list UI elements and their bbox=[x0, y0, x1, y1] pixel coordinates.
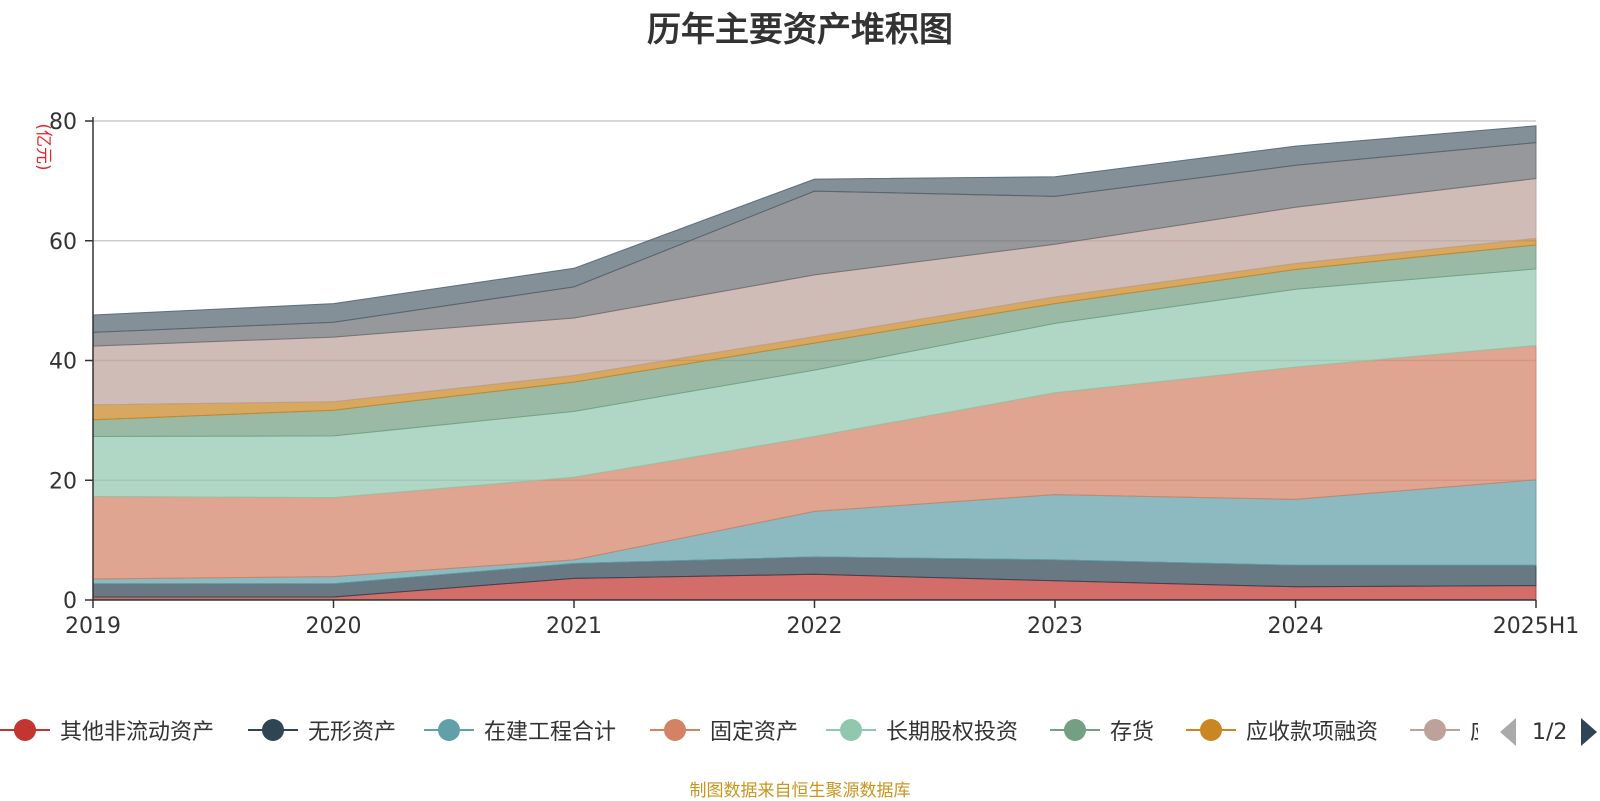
area-series-9 bbox=[92, 125, 1537, 333]
legend-item[interactable]: 其他非流动资产 bbox=[0, 710, 214, 750]
pager-next-arrow-icon[interactable] bbox=[1581, 718, 1598, 746]
area-chart: 0 20 40 60 80 2019 2020 2021 2022 2023 2024 2025H1 (… bbox=[33, 110, 1579, 639]
legend-marker-line bbox=[826, 719, 876, 741]
y-tick-label: 20 bbox=[49, 469, 77, 494]
legend-marker-line bbox=[424, 719, 474, 741]
x-tick-label: 2023 bbox=[1027, 614, 1083, 639]
legend-marker-line bbox=[0, 719, 50, 741]
legend-marker-dot bbox=[438, 719, 460, 741]
y-tick-label: 80 bbox=[49, 110, 77, 135]
legend-label: 固定资产 bbox=[710, 720, 799, 745]
x-tick-label: 2022 bbox=[787, 614, 843, 639]
legend-item[interactable]: 应收账款 bbox=[1410, 710, 1478, 750]
legend-label: 应收款项融资 bbox=[1246, 720, 1379, 745]
legend: 其他非流动资产 无形资产 在建工程合计 固定资产 长期股权投资 存货 应收款项融资 应收账款 bbox=[0, 710, 1478, 750]
x-tick-label: 2025H1 bbox=[1493, 614, 1580, 639]
legend-label: 存货 bbox=[1110, 720, 1155, 745]
chart-title: 历年主要资产堆积图 bbox=[647, 10, 953, 50]
legend-marker-line bbox=[1410, 719, 1460, 741]
y-axis-unit-label: (亿元) bbox=[33, 123, 53, 170]
source-note: 制图数据来自恒生聚源数据库 bbox=[689, 781, 911, 801]
x-tick-label: 2020 bbox=[306, 614, 362, 639]
legend-item[interactable]: 应收款项融资 bbox=[1186, 710, 1378, 750]
legend-marker-dot bbox=[664, 719, 686, 741]
legend-item[interactable]: 固定资产 bbox=[650, 710, 798, 750]
pager-prev-arrow-icon[interactable] bbox=[1500, 718, 1516, 746]
legend-marker-line bbox=[650, 719, 700, 741]
x-tick-label: 2019 bbox=[65, 614, 121, 639]
legend-item[interactable]: 存货 bbox=[1050, 710, 1154, 750]
legend-pager: 1/2 bbox=[1500, 712, 1598, 752]
legend-label: 在建工程合计 bbox=[484, 720, 617, 745]
legend-label: 无形资产 bbox=[308, 720, 397, 745]
legend-marker-dot bbox=[14, 719, 36, 741]
stacked-areas bbox=[92, 125, 1537, 601]
legend-marker-dot bbox=[1424, 719, 1446, 741]
legend-marker-line bbox=[1186, 719, 1236, 741]
legend-label: 其他非流动资产 bbox=[60, 720, 215, 745]
y-tick-label: 40 bbox=[49, 350, 77, 375]
legend-item[interactable]: 无形资产 bbox=[248, 710, 396, 750]
axes: 0 20 40 60 80 2019 2020 2021 2022 2023 2024 2025H1 (… bbox=[33, 110, 1579, 639]
legend-item[interactable]: 在建工程合计 bbox=[424, 710, 616, 750]
y-tick-label: 60 bbox=[49, 230, 77, 255]
y-tick-label: 0 bbox=[63, 589, 77, 614]
pager-page-indicator: 1/2 bbox=[1532, 719, 1568, 745]
legend-marker-dot bbox=[1200, 719, 1222, 741]
legend-marker-dot bbox=[1064, 719, 1086, 741]
legend-marker-line bbox=[248, 719, 298, 741]
legend-label: 应收账款 bbox=[1470, 714, 1478, 746]
x-tick-label: 2021 bbox=[546, 614, 602, 639]
legend-label: 长期股权投资 bbox=[886, 720, 1019, 745]
legend-marker-line bbox=[1050, 719, 1100, 741]
legend-marker-dot bbox=[840, 719, 862, 741]
legend-marker-dot bbox=[262, 719, 284, 741]
x-tick-label: 2024 bbox=[1268, 614, 1324, 639]
legend-item[interactable]: 长期股权投资 bbox=[826, 710, 1018, 750]
